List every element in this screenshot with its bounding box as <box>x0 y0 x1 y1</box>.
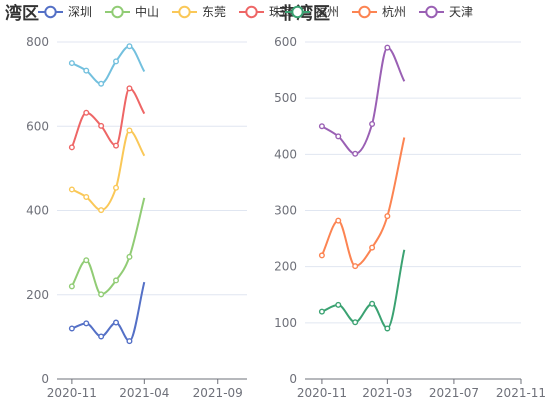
y-tick-label: 200 <box>274 260 297 274</box>
data-point <box>83 67 90 74</box>
legend-circle-icon <box>111 5 124 19</box>
legend-label: 杭州 <box>382 4 406 19</box>
y-tick-label: 400 <box>274 147 297 161</box>
data-point <box>113 319 120 326</box>
data-point <box>318 308 325 315</box>
legend-label: 福州 <box>315 4 339 19</box>
legend-label: 珠海 <box>269 4 293 19</box>
legend-circle-icon <box>425 5 438 19</box>
data-point <box>369 121 376 128</box>
data-point <box>126 85 133 92</box>
data-point <box>68 186 75 193</box>
data-point <box>384 213 391 220</box>
series-line-天津 <box>321 46 406 155</box>
data-point <box>352 263 359 270</box>
data-point <box>98 80 105 87</box>
data-point <box>126 253 133 260</box>
data-point <box>68 283 75 290</box>
data-point <box>83 109 90 116</box>
series-line-杭州 <box>320 137 406 268</box>
data-point <box>318 123 325 130</box>
y-tick-label: 600 <box>274 35 297 49</box>
x-tick-label: 2021-11 <box>496 386 546 400</box>
legend-label: 天津 <box>449 5 473 19</box>
data-point <box>318 252 325 259</box>
x-tick-label: 2021-04 <box>119 386 169 400</box>
legend-circle-icon <box>178 5 191 19</box>
chart-panel-0: 0 200 400 600 800 2020-11 2021-04 2021-09 湾区 深圳 中山… <box>5 3 293 400</box>
data-point <box>369 244 376 251</box>
data-point <box>98 333 105 340</box>
x-tick-label: 2020-11 <box>47 386 97 400</box>
y-tick-label: 200 <box>26 288 49 302</box>
series-line-中山 <box>71 197 146 296</box>
data-point <box>126 127 133 134</box>
y-tick-label: 800 <box>26 35 49 49</box>
data-point <box>83 194 90 201</box>
y-tick-label: 0 <box>41 372 49 386</box>
y-tick-label: 0 <box>289 372 297 386</box>
data-point <box>335 217 342 224</box>
data-point <box>369 300 376 307</box>
series-line-series-4 <box>71 45 146 85</box>
data-point <box>113 58 120 65</box>
data-point <box>83 320 90 327</box>
data-point <box>113 184 120 191</box>
data-point <box>384 44 391 51</box>
legend-item-天津[interactable]: 天津 <box>419 5 473 19</box>
legend-item-珠海[interactable]: 珠海 <box>239 4 293 19</box>
data-point <box>335 301 342 308</box>
legend-circle-icon <box>291 5 304 19</box>
series-line-东莞 <box>71 129 146 212</box>
legend-circle-icon <box>358 5 371 19</box>
data-point <box>98 291 105 298</box>
data-point <box>83 257 90 264</box>
data-point <box>68 144 75 151</box>
x-tick-label: 2020-11 <box>297 386 347 400</box>
data-point <box>352 150 359 157</box>
data-point <box>113 277 120 284</box>
data-point <box>384 325 391 332</box>
y-tick-label: 600 <box>26 119 49 133</box>
chart-title: 湾区 <box>5 3 39 24</box>
data-point <box>335 133 342 140</box>
data-point <box>126 43 133 50</box>
data-point <box>352 319 359 326</box>
y-tick-label: 500 <box>274 91 297 105</box>
data-point <box>68 325 75 332</box>
data-point <box>98 207 105 214</box>
legend-item-中山[interactable]: 中山 <box>105 4 159 19</box>
y-tick-label: 100 <box>274 316 297 330</box>
legend-item-福州[interactable]: 福州 <box>285 4 339 19</box>
x-tick-label: 2021-03 <box>362 386 412 400</box>
series-line-珠海 <box>70 87 146 148</box>
legend-label: 东莞 <box>202 5 226 19</box>
legend-item-杭州[interactable]: 杭州 <box>352 4 406 19</box>
data-point <box>113 142 120 149</box>
chart-panel-1: 0 100 200 300 400 500 600 2020-11 2021-03 2021-07… <box>274 3 546 400</box>
x-tick-label: 2021-07 <box>429 386 479 400</box>
data-point <box>126 338 133 345</box>
data-point <box>68 60 75 67</box>
x-tick-label: 2021-09 <box>193 386 243 400</box>
chart-title: 非湾区 <box>279 3 330 24</box>
legend-circle-icon <box>44 5 57 19</box>
legend-label: 中山 <box>135 4 159 19</box>
legend-item-深圳[interactable]: 深圳 <box>38 5 92 19</box>
legend-item-东莞[interactable]: 东莞 <box>172 5 226 19</box>
legend-circle-icon <box>245 5 258 19</box>
data-point <box>98 122 105 129</box>
y-tick-label: 300 <box>274 204 297 218</box>
y-tick-label: 400 <box>26 204 49 218</box>
legend-label: 深圳 <box>68 5 92 19</box>
